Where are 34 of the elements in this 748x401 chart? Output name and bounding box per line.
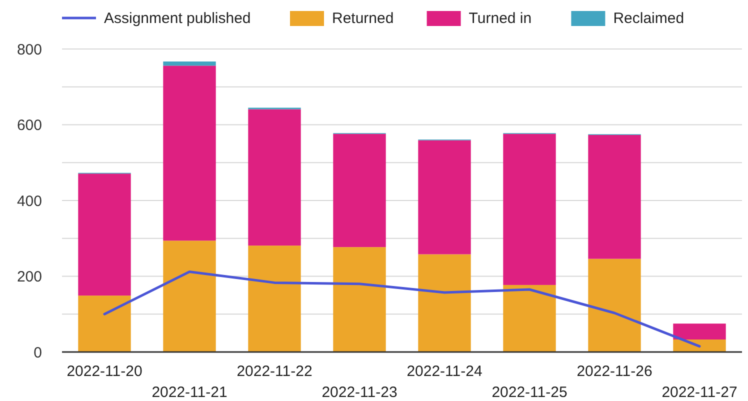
y-tick-label: 600 xyxy=(16,117,42,134)
legend-label: Assignment published xyxy=(104,10,251,27)
x-tick-label: 2022-11-21 xyxy=(152,384,228,401)
legend-label: Turned in xyxy=(468,10,532,27)
x-tick-label: 2022-11-27 xyxy=(662,384,738,401)
bar xyxy=(418,254,471,352)
x-tick-label: 2022-11-26 xyxy=(576,363,652,380)
bar xyxy=(248,109,301,246)
bar xyxy=(673,324,726,340)
bar xyxy=(333,134,386,248)
bar xyxy=(418,140,471,254)
bar xyxy=(503,134,556,285)
x-tick-label: 2022-11-25 xyxy=(492,384,568,401)
bar xyxy=(78,174,131,296)
bar xyxy=(78,296,131,352)
y-tick-label: 200 xyxy=(16,268,42,286)
x-tick-label: 2022-11-23 xyxy=(322,384,398,401)
legend-label: Returned xyxy=(332,10,394,27)
bar xyxy=(163,66,216,241)
bar xyxy=(588,134,641,259)
x-tick-label: 2022-11-22 xyxy=(236,363,312,380)
x-tick-label: 2022-11-24 xyxy=(406,363,482,380)
x-tick-label: 2022-11-20 xyxy=(66,363,142,380)
y-tick-label: 0 xyxy=(34,344,42,362)
legend-label: Reclaimed xyxy=(613,10,684,27)
bar xyxy=(588,258,641,352)
y-tick-label: 800 xyxy=(16,41,42,58)
bar xyxy=(503,284,556,352)
y-tick-label: 400 xyxy=(16,192,42,210)
bar xyxy=(163,62,216,66)
bar xyxy=(163,240,216,352)
line-series xyxy=(103,270,701,348)
bar xyxy=(333,247,386,352)
bar xyxy=(248,246,301,352)
